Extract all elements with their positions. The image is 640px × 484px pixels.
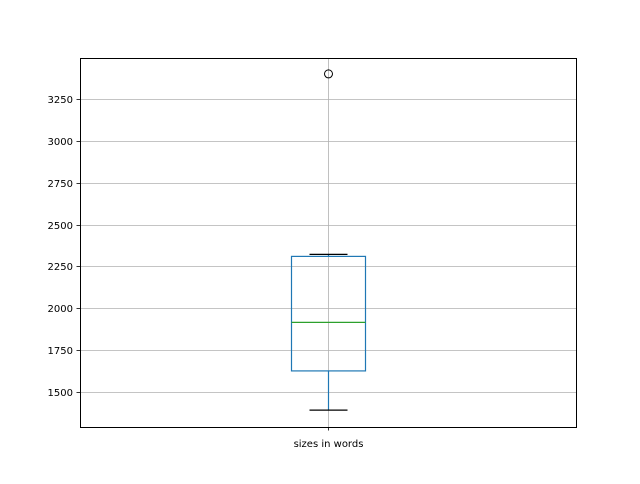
y-tick-label: 3250 [48,95,73,106]
y-tick-label: 3000 [48,137,73,148]
y-tick-label: 2500 [48,221,73,232]
y-tick-label: 2750 [48,179,73,190]
boxes [290,69,367,411]
box-group [290,69,367,411]
x-axis: sizes in words [294,427,364,450]
plot-area-frame [80,58,577,428]
x-tick-label: sizes in words [294,439,364,450]
y-tick-label: 1500 [48,388,73,399]
outlier-point [324,69,333,79]
y-tick-label: 2000 [48,304,73,315]
y-tick-label: 1750 [48,346,73,357]
y-tick-label: 2250 [48,262,73,273]
box-iqr [290,255,367,372]
y-axis: 1500 1750 2000 2250 2500 2750 3000 3250 [48,95,80,399]
grid-lines [80,58,576,427]
